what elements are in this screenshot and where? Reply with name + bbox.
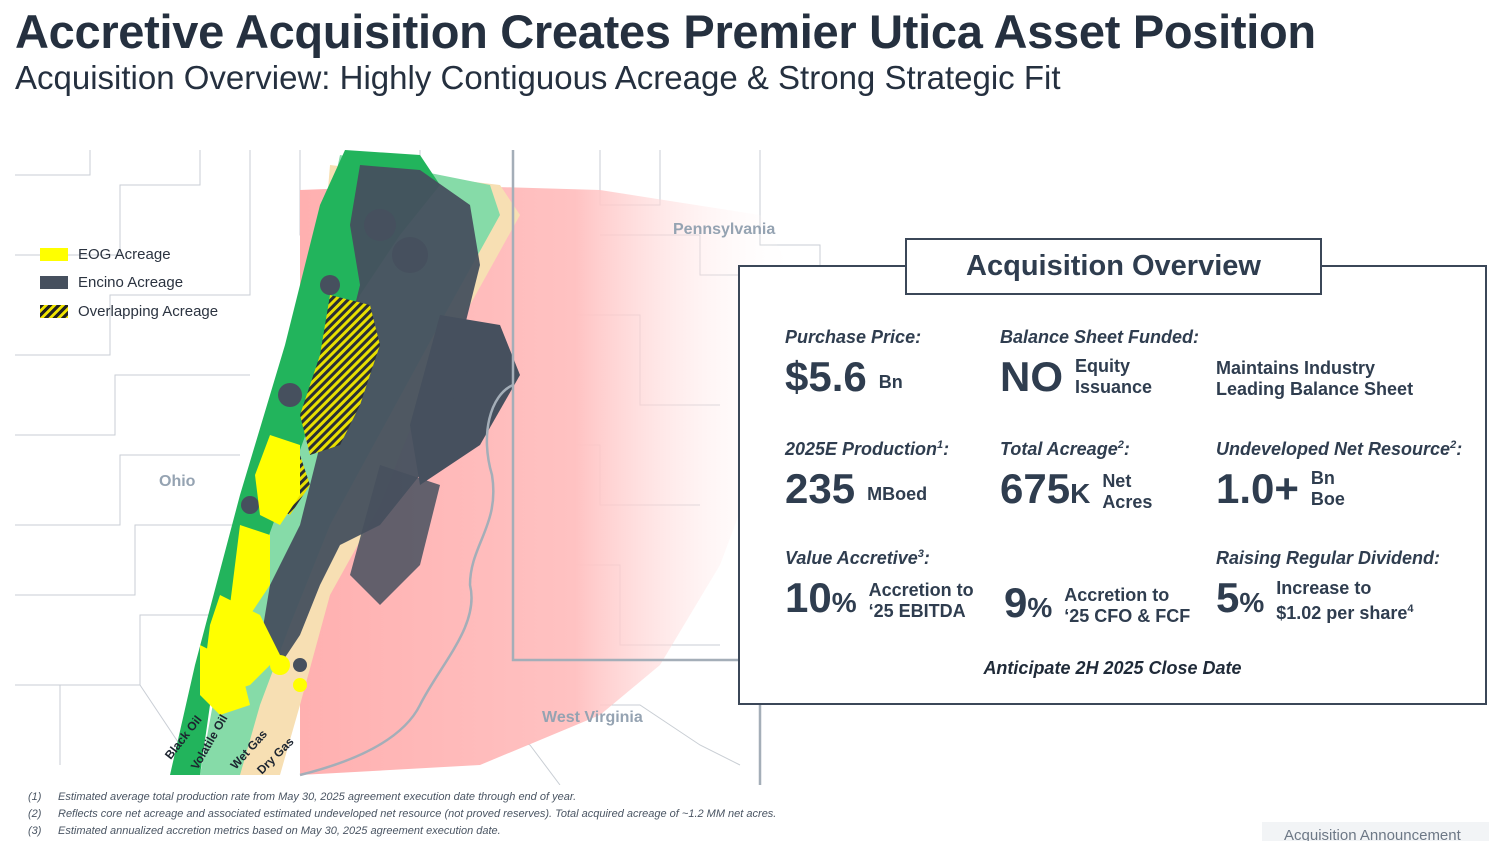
percent-sign: % (1239, 587, 1265, 618)
footnote-marker: 4 (1407, 602, 1414, 615)
resource-value: 1.0+ (1216, 465, 1299, 512)
footnote-number: (3) (28, 825, 42, 837)
footnote-marker: 3 (917, 548, 924, 560)
total-acreage: Total Acreage2: 675K Net Acres (1000, 439, 1153, 512)
eog-acreage (200, 435, 307, 715)
page-subtitle: Acquisition Overview: Highly Contiguous … (15, 59, 1061, 96)
value-accretive: Value Accretive3: 10% Accretion to ‘25 E… (785, 548, 974, 621)
production-value: 235 (785, 465, 856, 512)
acreage-unit-line2: Acres (1102, 491, 1153, 512)
legend-label: Encino Acreage (78, 274, 184, 292)
legend-item-eog: EOG Acreage (40, 240, 218, 269)
acquisition-overview-panel (738, 265, 1487, 705)
map-legend: EOG Acreage Encino Acreage Overlapping A… (40, 240, 218, 326)
purchase-price-unit: Bn (878, 371, 903, 392)
footnote-row: (3) Estimated annualized accretion metri… (28, 825, 776, 842)
balance-sheet-label: Balance Sheet Funded: (1000, 327, 1200, 347)
percent-sign: % (1027, 592, 1053, 623)
acreage-label: Total Acreage (1000, 439, 1118, 459)
legend-item-encino: Encino Acreage (40, 269, 218, 298)
footnote-number: (2) (28, 808, 42, 820)
legend-label: EOG Acreage (78, 245, 171, 263)
balance-sheet-value: NO (1000, 353, 1063, 400)
balance-sheet-funded: Balance Sheet Funded: NO Equity Issuance (1000, 327, 1199, 400)
dividend-line1: Increase to (1276, 577, 1372, 598)
balance-sheet-unit-line2: Issuance (1075, 377, 1153, 397)
purchase-price-value: $5.6 (785, 353, 867, 400)
cfo-accretion-line1: Accretion to (1064, 584, 1170, 605)
ebitda-accretion-line2: ‘25 EBITDA (868, 600, 966, 621)
undeveloped-resource: Undeveloped Net Resource2: 1.0+ Bn Boe (1216, 439, 1463, 512)
balance-sheet-note-line2: Leading Balance Sheet (1216, 379, 1414, 399)
overlap-swatch (40, 304, 68, 318)
dividend-label: Raising Regular Dividend: (1216, 548, 1441, 568)
accretive-label: Value Accretive (785, 548, 918, 568)
footnote-marker: 1 (937, 439, 944, 451)
overlapping-acreage (300, 295, 380, 455)
footnote-row: (2) Reflects core net acreage and associ… (28, 808, 776, 825)
purchase-price-label: Purchase Price: (785, 327, 922, 347)
utica-acreage-map (15, 150, 821, 785)
ebitda-accretion-line1: Accretion to (868, 579, 974, 600)
purchase-price: Purchase Price: $5.6 Bn (785, 327, 921, 400)
state-borders (299, 150, 762, 785)
ebitda-accretion-value: 10 (785, 574, 832, 621)
encino-acreage (222, 165, 520, 672)
acreage-suffix: K (1070, 478, 1091, 509)
resource-label: Undeveloped Net Resource (1216, 439, 1451, 459)
acreage-value: 675 (1000, 465, 1071, 512)
cfo-accretion-line2: ‘25 CFO & FCF (1064, 605, 1191, 626)
resource-unit-line2: Boe (1310, 489, 1345, 509)
production-unit: MBoed (867, 483, 928, 504)
dividend-line2: $1.02 per share (1276, 602, 1408, 623)
production-label: 2025E Production (785, 439, 938, 459)
footnote-text: Estimated annualized accretion metrics b… (58, 825, 501, 837)
footnote-marker: 2 (1450, 439, 1457, 451)
dividend-value: 5 (1216, 574, 1240, 621)
eog-swatch (40, 247, 68, 261)
production: 2025E Production1: 235 MBoed (785, 439, 950, 512)
footer-tag: Acquisition Announcement (1262, 822, 1489, 841)
legend-label: Overlapping Acreage (78, 302, 219, 320)
balance-sheet-note-line1: Maintains Industry (1216, 358, 1376, 378)
percent-sign: % (831, 587, 857, 618)
footnotes: (1) Estimated average total production r… (28, 791, 776, 842)
legend-item-overlap: Overlapping Acreage (40, 297, 218, 326)
cfo-accretion-value: 9 (1004, 579, 1028, 626)
panel-heading: Acquisition Overview (905, 238, 1322, 295)
resource-unit-line1: Bn (1310, 468, 1335, 488)
state-label-pennsylvania: Pennsylvania (673, 221, 776, 238)
page-title: Accretive Acquisition Creates Premier Ut… (15, 5, 1316, 58)
footnote-row: (1) Estimated average total production r… (28, 791, 776, 808)
cfo-accretion: 9% Accretion to ‘25 CFO & FCF (1004, 580, 1190, 631)
close-date: Anticipate 2H 2025 Close Date (983, 658, 1242, 678)
footnote-marker: 2 (1117, 439, 1124, 451)
balance-sheet-note: Maintains Industry Leading Balance Sheet (1216, 358, 1413, 400)
acreage-unit-line1: Net (1102, 470, 1132, 491)
encino-swatch (40, 276, 68, 290)
state-label-ohio: Ohio (159, 473, 196, 490)
footnote-number: (1) (28, 791, 42, 803)
regular-dividend: Raising Regular Dividend: 5% Increase to… (1216, 548, 1440, 626)
footnote-text: Reflects core net acreage and associated… (58, 808, 777, 820)
balance-sheet-unit-line1: Equity (1075, 356, 1131, 376)
state-label-west-virginia: West Virginia (542, 709, 643, 726)
footnote-text: Estimated average total production rate … (58, 791, 577, 803)
